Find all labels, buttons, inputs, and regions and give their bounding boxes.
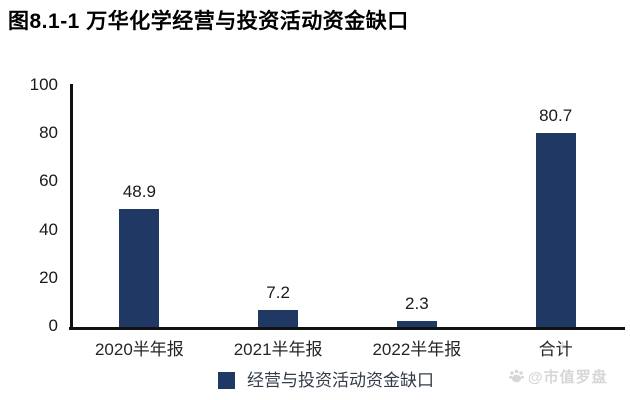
bar — [119, 209, 160, 327]
bar — [258, 310, 299, 327]
watermark-text: @市值罗盘 — [528, 369, 608, 386]
watermark: @市值罗盘 — [508, 366, 608, 387]
watermark-cross-mark: + — [558, 338, 568, 355]
bar-value-label: 2.3 — [405, 294, 429, 313]
x-axis-tick-label: 2020半年报 — [94, 340, 184, 359]
legend-swatch — [218, 372, 235, 389]
y-axis-tick-label: 80 — [39, 123, 58, 143]
bar-value-label: 7.2 — [266, 283, 290, 302]
x-axis-tick-label: 合计 — [538, 340, 573, 359]
x-axis-tick-label: 2022半年报 — [372, 340, 462, 359]
y-axis-tick-label: 60 — [39, 171, 58, 191]
bar — [396, 321, 437, 327]
legend: 经营与投资活动资金缺口 — [218, 371, 434, 390]
bar-value-label: 80.7 — [539, 106, 573, 125]
legend-label: 经营与投资活动资金缺口 — [247, 371, 434, 390]
x-axis-tick-label: 2021半年报 — [233, 340, 323, 359]
y-axis-tick-label: 40 — [39, 219, 58, 239]
y-axis-tick-label: 100 — [29, 75, 58, 94]
bar-value-label: 48.9 — [122, 182, 156, 201]
bar — [535, 133, 576, 327]
y-axis-line — [70, 84, 73, 330]
y-axis-tick-label: 20 — [39, 267, 58, 287]
x-axis-line — [69, 327, 625, 330]
y-axis-tick-label: 0 — [48, 316, 58, 335]
paw-icon — [509, 369, 524, 383]
chart-title: 图8.1-1 万华化学经营与投资活动资金缺口 — [8, 10, 409, 33]
